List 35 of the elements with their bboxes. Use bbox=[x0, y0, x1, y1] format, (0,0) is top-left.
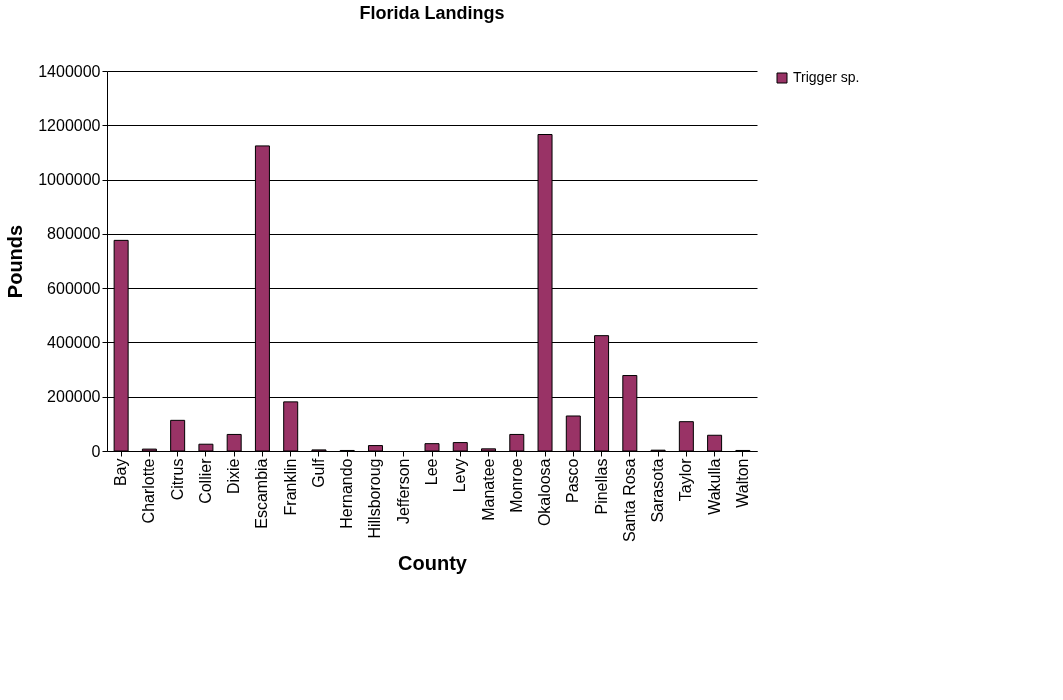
y-tick-label: 200000 bbox=[47, 388, 101, 406]
x-tick-label: Levy bbox=[451, 458, 469, 493]
x-tick-label: Wakulla bbox=[705, 458, 723, 515]
x-tick-label: Hillsboroug bbox=[366, 458, 384, 539]
x-tick-label: Pinellas bbox=[592, 458, 610, 515]
x-tick-label: Dixie bbox=[225, 458, 243, 495]
chart-title: Florida Landings bbox=[359, 3, 505, 23]
y-axis-title: Pounds bbox=[4, 224, 27, 299]
x-tick-label: Escambia bbox=[253, 458, 271, 529]
y-tick-label: 1400000 bbox=[38, 62, 101, 80]
x-tick-label: Manatee bbox=[479, 458, 497, 521]
x-tick-label: Jefferson bbox=[394, 458, 412, 525]
x-tick-label: Citrus bbox=[168, 458, 186, 501]
x-tick-label: Taylor bbox=[677, 457, 695, 502]
y-tick-label: 600000 bbox=[47, 279, 101, 297]
x-tick-label: Okaloosa bbox=[536, 458, 554, 527]
x-tick-label: Franklin bbox=[281, 458, 299, 516]
x-tick-label: Pasco bbox=[564, 458, 582, 503]
x-tick-label: Gulf bbox=[309, 457, 327, 488]
x-tick-label: Sarasota bbox=[649, 458, 667, 523]
x-tick-label: Hernando bbox=[338, 458, 356, 529]
y-tick-label: 800000 bbox=[47, 225, 101, 243]
legend-label: Trigger sp. bbox=[793, 69, 860, 85]
y-tick-label: 1200000 bbox=[38, 116, 101, 134]
x-tick-label: Bay bbox=[112, 458, 130, 487]
x-tick-label: Walton bbox=[733, 458, 751, 508]
x-tick-label: Collier bbox=[196, 457, 214, 504]
x-tick-label: Charlotte bbox=[140, 458, 158, 524]
y-tick-label: 400000 bbox=[47, 333, 101, 351]
x-tick-label: Santa Rosa bbox=[620, 458, 638, 543]
y-tick-label: 1000000 bbox=[38, 171, 101, 189]
x-tick-label: Monroe bbox=[507, 458, 525, 513]
x-axis-title: County bbox=[398, 552, 468, 575]
x-tick-label: Lee bbox=[423, 458, 440, 486]
y-tick-label: 0 bbox=[91, 442, 101, 460]
